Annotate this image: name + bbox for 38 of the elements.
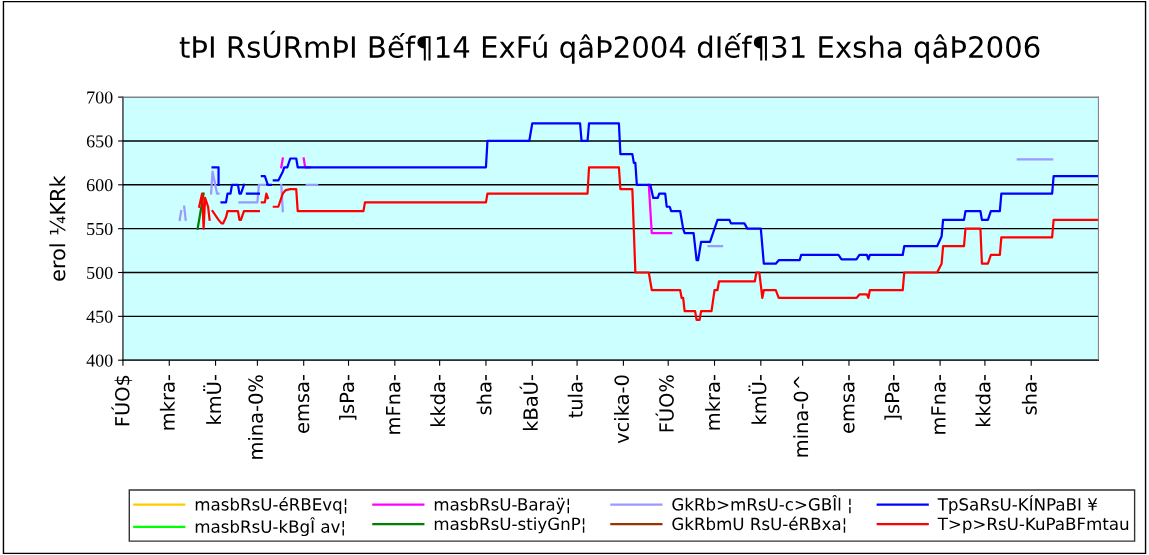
x-tick-label: ]sPa- [339, 375, 357, 420]
x-tick-label: sha- [476, 375, 492, 415]
legend-label: masbRsU-éRBEvq¦ [195, 497, 347, 514]
y-tick-label: 400 [86, 354, 113, 367]
x-tick-label: sha- [1021, 375, 1037, 415]
legend-label: TpSaRsU-KÍNPaBI ¥ [937, 495, 1098, 514]
x-tick-label: emsa- [843, 375, 855, 433]
y-axis-title: erol ¼KRk [49, 175, 66, 281]
x-tick-label: emsa- [298, 375, 310, 433]
x-tick-label: mFna- [386, 375, 401, 434]
x-tick-label: vcika-0 [613, 375, 630, 444]
x-tick-label: kkda- [975, 375, 991, 427]
x-tick-label: kmÜ- [203, 375, 222, 424]
x-tick-label: ]sPa- [884, 375, 902, 420]
legend-label: masbRsU-Baraÿ¦ [434, 497, 569, 514]
y-tick-label: 500 [87, 266, 113, 279]
x-tick-label: kBaÚ- [519, 375, 538, 431]
x-tick-label: kmÜ- [748, 375, 767, 424]
y-tick-label: 700 [87, 91, 113, 104]
x-tick-label: mFna- [931, 375, 946, 434]
x-tick-label: kkda- [430, 375, 446, 427]
legend-label: masbRsU-kBgÎ av¦ [195, 517, 344, 537]
x-tick-label: tula- [567, 375, 583, 418]
x-tick-label: mkra- [705, 375, 721, 430]
legend-label: GkRbmU RsU-éRBxa¦ [672, 516, 846, 533]
y-tick-label: 550 [87, 222, 113, 236]
x-tick-label: mina-0^ [793, 376, 809, 457]
x-tick-label: FÚO$ [111, 375, 133, 426]
chart-title: tÞI RsÚRmÞI Bếf¶14 ExFú qâÞ2004 dIếf¶31 Exsha qâÞ2006 [179, 30, 1040, 64]
x-tick-label: FÚO% [655, 375, 674, 432]
legend-label: T>p>RsU-KuPaBFmtau [937, 517, 1129, 534]
x-tick-label: mina-0% [247, 375, 264, 459]
y-tick-label: 600 [86, 179, 113, 192]
y-tick-label: 650 [86, 135, 113, 148]
legend-label: masbRsU-stiyGnP¦ [434, 517, 585, 534]
legend-label: GkRb>mRsU-c>GBÎl ¦ [672, 494, 851, 514]
x-tick-label: mkra- [159, 375, 175, 430]
y-tick-label: 450 [86, 310, 113, 323]
